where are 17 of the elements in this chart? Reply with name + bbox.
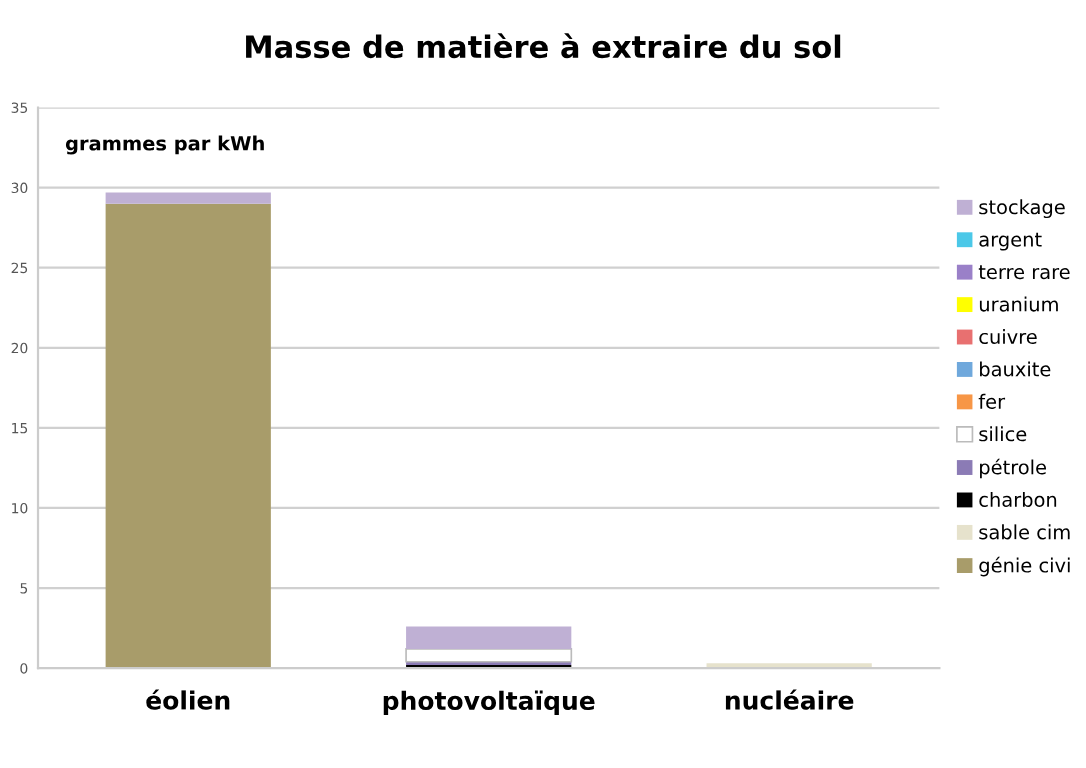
legend-label: sable cim [979, 524, 1070, 540]
legend-label: silice [979, 426, 1027, 442]
legend-label: argent [979, 232, 1042, 251]
legend-label: charbon [979, 491, 1057, 507]
x-tick-label: éolien [146, 689, 230, 710]
legend-label: uranium [979, 296, 1058, 312]
legend-label: génie civi [979, 556, 1070, 577]
legend-label: cuivre [979, 329, 1037, 345]
annotation: grammes par kWh [65, 135, 264, 155]
legend-label: pétrole [980, 458, 1046, 479]
x-tick-label: nucléaire [725, 689, 854, 710]
legend-label: stockage [979, 199, 1065, 219]
legend-label: fer [978, 393, 1006, 409]
chart-title: Masse de matière à extraire du sol [246, 33, 841, 59]
legend-label: terre rare [978, 265, 1070, 280]
legend-label: bauxite [980, 361, 1051, 377]
x-tick-label: photovoltaïque [383, 690, 595, 715]
